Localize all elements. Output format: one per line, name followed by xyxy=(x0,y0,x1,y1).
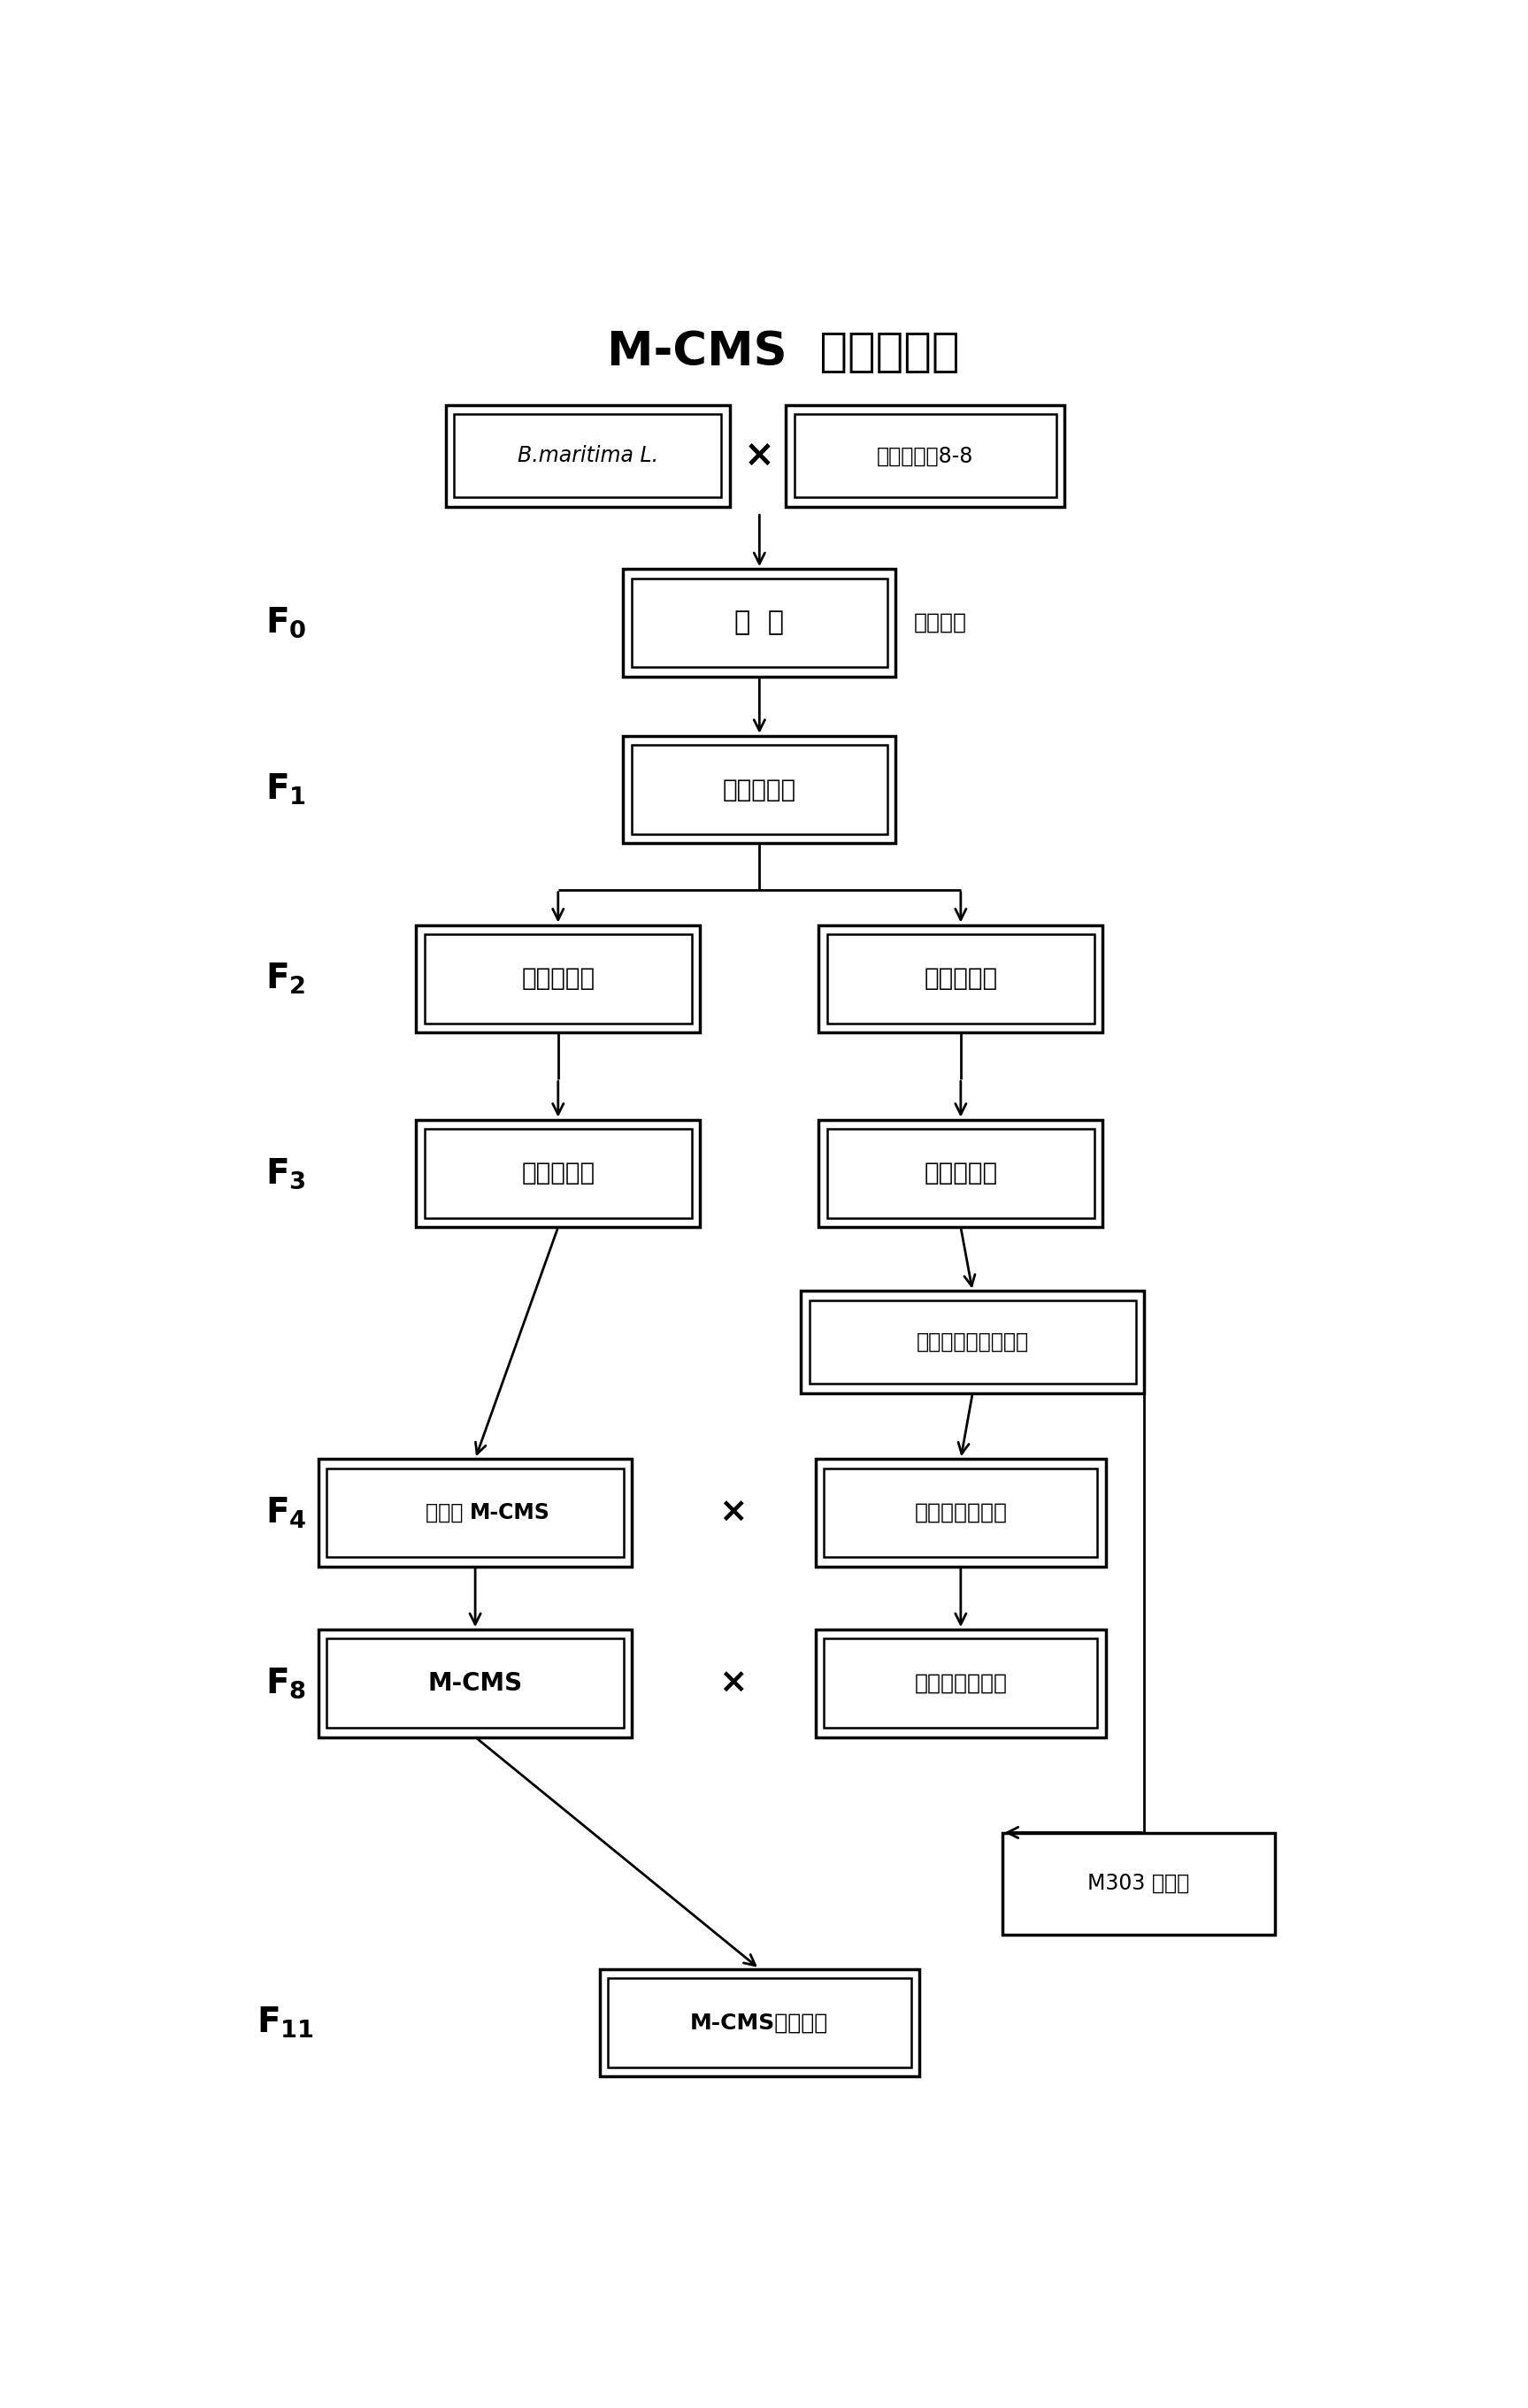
Text: ×: × xyxy=(720,1495,747,1529)
Bar xyxy=(795,414,1056,498)
Text: 二年生: 二年生 xyxy=(425,1503,469,1524)
Bar xyxy=(454,414,721,498)
Text: ×: × xyxy=(720,1666,747,1700)
Text: B.maritima L.: B.maritima L. xyxy=(518,445,659,467)
Bar xyxy=(816,1459,1106,1568)
Bar xyxy=(1002,1832,1274,1934)
Text: M303 异质系: M303 异质系 xyxy=(1088,1873,1189,1895)
Text: 二年生可育（多粒）: 二年生可育（多粒） xyxy=(917,1332,1028,1353)
Text: 一年生杂种: 一年生杂种 xyxy=(521,966,594,992)
Text: 一年生杂种: 一年生杂种 xyxy=(723,778,796,802)
Text: M-CMS: M-CMS xyxy=(469,1503,550,1524)
Bar xyxy=(608,1977,911,2066)
Bar xyxy=(327,1469,623,1558)
Bar xyxy=(785,405,1065,506)
Bar xyxy=(416,1120,700,1228)
Bar xyxy=(425,934,692,1023)
Bar xyxy=(623,737,895,843)
Bar xyxy=(824,1469,1097,1558)
Bar xyxy=(819,925,1103,1033)
Text: 保持系（多粒）: 保持系（多粒） xyxy=(914,1503,1007,1524)
Text: M-CMS: M-CMS xyxy=(428,1671,523,1695)
Text: 糖甜菜范１8-8: 糖甜菜范１8-8 xyxy=(877,445,973,467)
Bar xyxy=(318,1459,633,1568)
Bar xyxy=(819,1120,1103,1228)
Text: M-CMS（单粒）: M-CMS（单粒） xyxy=(691,2013,828,2032)
Bar xyxy=(631,744,888,833)
Text: 人工去雄: 人工去雄 xyxy=(914,612,966,633)
Bar xyxy=(816,1630,1106,1736)
Bar xyxy=(425,1129,692,1218)
Bar xyxy=(827,1129,1094,1218)
Bar xyxy=(827,934,1094,1023)
Bar xyxy=(327,1640,623,1729)
Text: $\mathbf{F_3}$: $\mathbf{F_3}$ xyxy=(266,1156,306,1190)
Text: ×: × xyxy=(744,438,775,474)
Bar xyxy=(810,1300,1135,1385)
Text: 一年生杂种: 一年生杂种 xyxy=(521,1161,594,1185)
Text: $\mathbf{F_1}$: $\mathbf{F_1}$ xyxy=(266,773,306,807)
Text: $\mathbf{F_4}$: $\mathbf{F_4}$ xyxy=(266,1495,306,1529)
Text: $\mathbf{F_0}$: $\mathbf{F_0}$ xyxy=(266,607,306,641)
Bar xyxy=(623,568,895,677)
Bar xyxy=(824,1640,1097,1729)
Bar xyxy=(631,578,888,667)
Bar xyxy=(416,925,700,1033)
Text: 保持系（单粒）: 保持系（单粒） xyxy=(914,1674,1007,1693)
Text: $\mathbf{F_{11}}$: $\mathbf{F_{11}}$ xyxy=(257,2006,315,2040)
Bar xyxy=(318,1630,633,1736)
Text: 二年生杂种: 二年生杂种 xyxy=(924,966,998,992)
Text: $\mathbf{F_2}$: $\mathbf{F_2}$ xyxy=(266,961,306,997)
Text: 二年生杂种: 二年生杂种 xyxy=(924,1161,998,1185)
Text: M-CMS  选育程序图: M-CMS 选育程序图 xyxy=(607,330,960,376)
Bar xyxy=(599,1970,920,2076)
Bar xyxy=(801,1291,1144,1394)
Text: 杂  种: 杂 种 xyxy=(735,609,784,636)
Text: $\mathbf{F_8}$: $\mathbf{F_8}$ xyxy=(266,1666,306,1700)
Bar xyxy=(446,405,730,506)
